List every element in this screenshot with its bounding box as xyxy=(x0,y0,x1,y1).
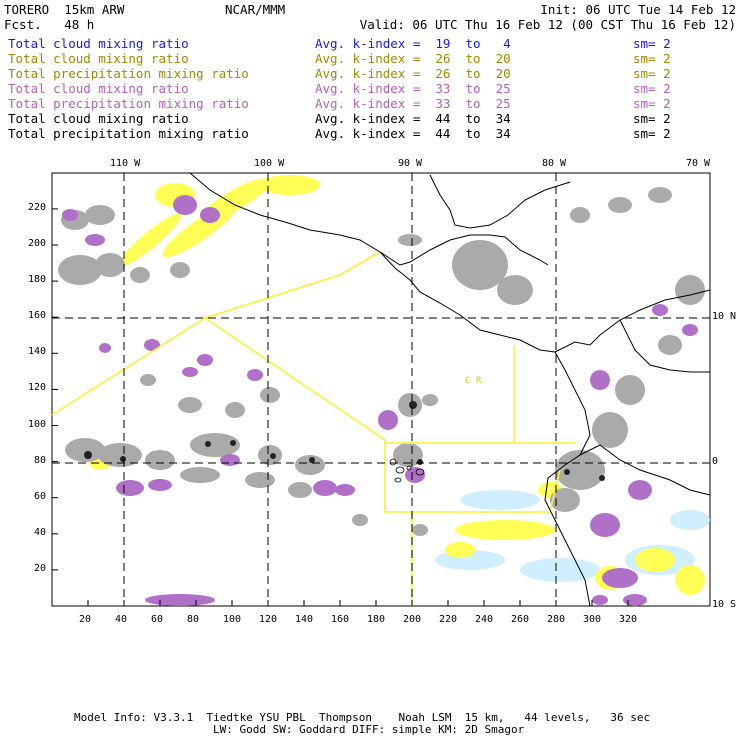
country-label: C R xyxy=(465,376,482,386)
y-tick-label: 40 xyxy=(33,526,46,538)
coastlines xyxy=(189,172,711,607)
longitude-label: 110 W xyxy=(110,158,141,169)
legend-sm: sm= 2 xyxy=(633,36,671,51)
y-tick-label: 120 xyxy=(27,382,46,394)
legend-kindex: Avg. k-index = 26 to 20 xyxy=(315,66,511,81)
legend-sm: sm= 2 xyxy=(633,51,671,66)
y-tick-label: 140 xyxy=(27,346,46,358)
x-tick-label: 260 xyxy=(511,614,530,625)
x-tick-label: 140 xyxy=(295,614,314,625)
y-tick-marks xyxy=(52,208,58,571)
footer-physics-info: LW: Godd SW: Goddard DIFF: simple KM: 2D… xyxy=(213,723,525,736)
footer-model-info: Model Info: V3.3.1 Tiedtke YSU PBL Thomp… xyxy=(74,711,651,724)
legend-kindex: Avg. k-index = 44 to 34 xyxy=(315,126,511,141)
y-tick-label: 20 xyxy=(33,562,46,574)
legend-kindex: Avg. k-index = 44 to 34 xyxy=(315,111,511,126)
purple-precip-fields xyxy=(62,195,698,606)
x-tick-label: 100 xyxy=(223,614,242,625)
cloud-fields xyxy=(58,187,705,536)
x-tick-label: 280 xyxy=(547,614,566,625)
x-tick-label: 120 xyxy=(259,614,278,625)
legend-sm: sm= 2 xyxy=(633,126,671,141)
y-tick-label: 80 xyxy=(33,454,46,466)
y-tick-label: 220 xyxy=(27,201,46,213)
y-tick-label: 60 xyxy=(33,490,46,502)
latitude-label: 10 S xyxy=(712,599,737,610)
legend-kindex: Avg. k-index = 19 to 4 xyxy=(315,36,511,51)
y-tick-label: 160 xyxy=(27,310,46,322)
x-tick-label: 300 xyxy=(583,614,602,625)
latitude-label: 10 N xyxy=(712,311,737,322)
latitude-label: 0 xyxy=(712,456,719,467)
legend-field: Total cloud mixing ratio xyxy=(8,111,189,126)
legend-sm: sm= 2 xyxy=(633,66,671,81)
x-tick-label: 160 xyxy=(331,614,350,625)
longitude-label: 100 W xyxy=(254,158,285,169)
center-name: NCAR/MMM xyxy=(225,2,286,17)
x-tick-label: 220 xyxy=(439,614,458,625)
x-tick-label: 80 xyxy=(187,614,200,625)
convective-cores xyxy=(84,401,605,481)
legend-field: Total cloud mixing ratio xyxy=(8,51,189,66)
model-name: TORERO 15km ARW xyxy=(4,2,125,17)
legend-kindex: Avg. k-index = 26 to 20 xyxy=(315,51,511,66)
island-outlines xyxy=(389,458,425,483)
x-tick-label: 40 xyxy=(115,614,128,625)
grid-lines xyxy=(52,173,710,606)
legend-sm: sm= 2 xyxy=(633,96,671,111)
legend-field: Total cloud mixing ratio xyxy=(8,81,189,96)
x-tick-label: 200 xyxy=(403,614,422,625)
legend-sm: sm= 2 xyxy=(633,111,671,126)
init-time: Init: 06 UTC Tue 14 Feb 12 xyxy=(540,2,736,17)
longitude-label: 90 W xyxy=(398,158,423,169)
y-tick-label: 100 xyxy=(27,418,46,430)
x-tick-label: 20 xyxy=(79,614,92,625)
x-tick-label: 240 xyxy=(475,614,494,625)
valid-time: Valid: 06 UTC Thu 16 Feb 12 (00 CST Thu … xyxy=(359,17,736,32)
x-tick-label: 320 xyxy=(619,614,638,625)
x-tick-label: 180 xyxy=(367,614,386,625)
legend-field: Total cloud mixing ratio xyxy=(8,36,189,51)
longitude-label: 70 W xyxy=(686,158,711,169)
analysis-boundary xyxy=(51,251,575,606)
legend-field: Total precipitation mixing ratio xyxy=(8,96,249,111)
x-tick-marks xyxy=(87,600,629,606)
legend-field: Total precipitation mixing ratio xyxy=(8,126,249,141)
legend-sm: sm= 2 xyxy=(633,81,671,96)
forecast-hour: Fcst. 48 h xyxy=(4,17,95,32)
legend-kindex: Avg. k-index = 33 to 25 xyxy=(315,81,511,96)
legend-kindex: Avg. k-index = 33 to 25 xyxy=(315,96,511,111)
legend-field: Total precipitation mixing ratio xyxy=(8,66,249,81)
y-tick-label: 180 xyxy=(27,274,46,286)
y-tick-label: 200 xyxy=(27,238,46,249)
x-tick-label: 60 xyxy=(151,614,164,625)
longitude-label: 80 W xyxy=(542,158,567,169)
